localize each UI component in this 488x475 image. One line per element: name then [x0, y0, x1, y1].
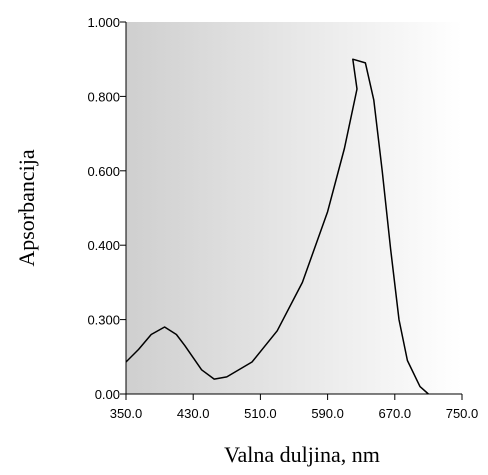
- x-tick-label: 590.0: [311, 406, 344, 421]
- plot-background: [126, 22, 462, 394]
- x-axis-label: Valna duljina, nm: [224, 442, 380, 467]
- y-tick-label: 0.300: [87, 313, 120, 328]
- y-tick-label: 0.00: [95, 387, 120, 402]
- y-tick-label: 0.400: [87, 238, 120, 253]
- y-tick-label: 1.000: [87, 15, 120, 30]
- x-tick-label: 510.0: [244, 406, 277, 421]
- x-tick-label: 430.0: [177, 406, 210, 421]
- y-tick-label: 0.800: [87, 89, 120, 104]
- x-tick-label: 670.0: [379, 406, 412, 421]
- x-tick-label: 350.0: [110, 406, 143, 421]
- y-axis-label: Apsorbancija: [14, 149, 39, 267]
- line: [125, 58, 429, 395]
- x-tick-label: 750.0: [446, 406, 479, 421]
- y-tick-label: 0.600: [87, 164, 120, 179]
